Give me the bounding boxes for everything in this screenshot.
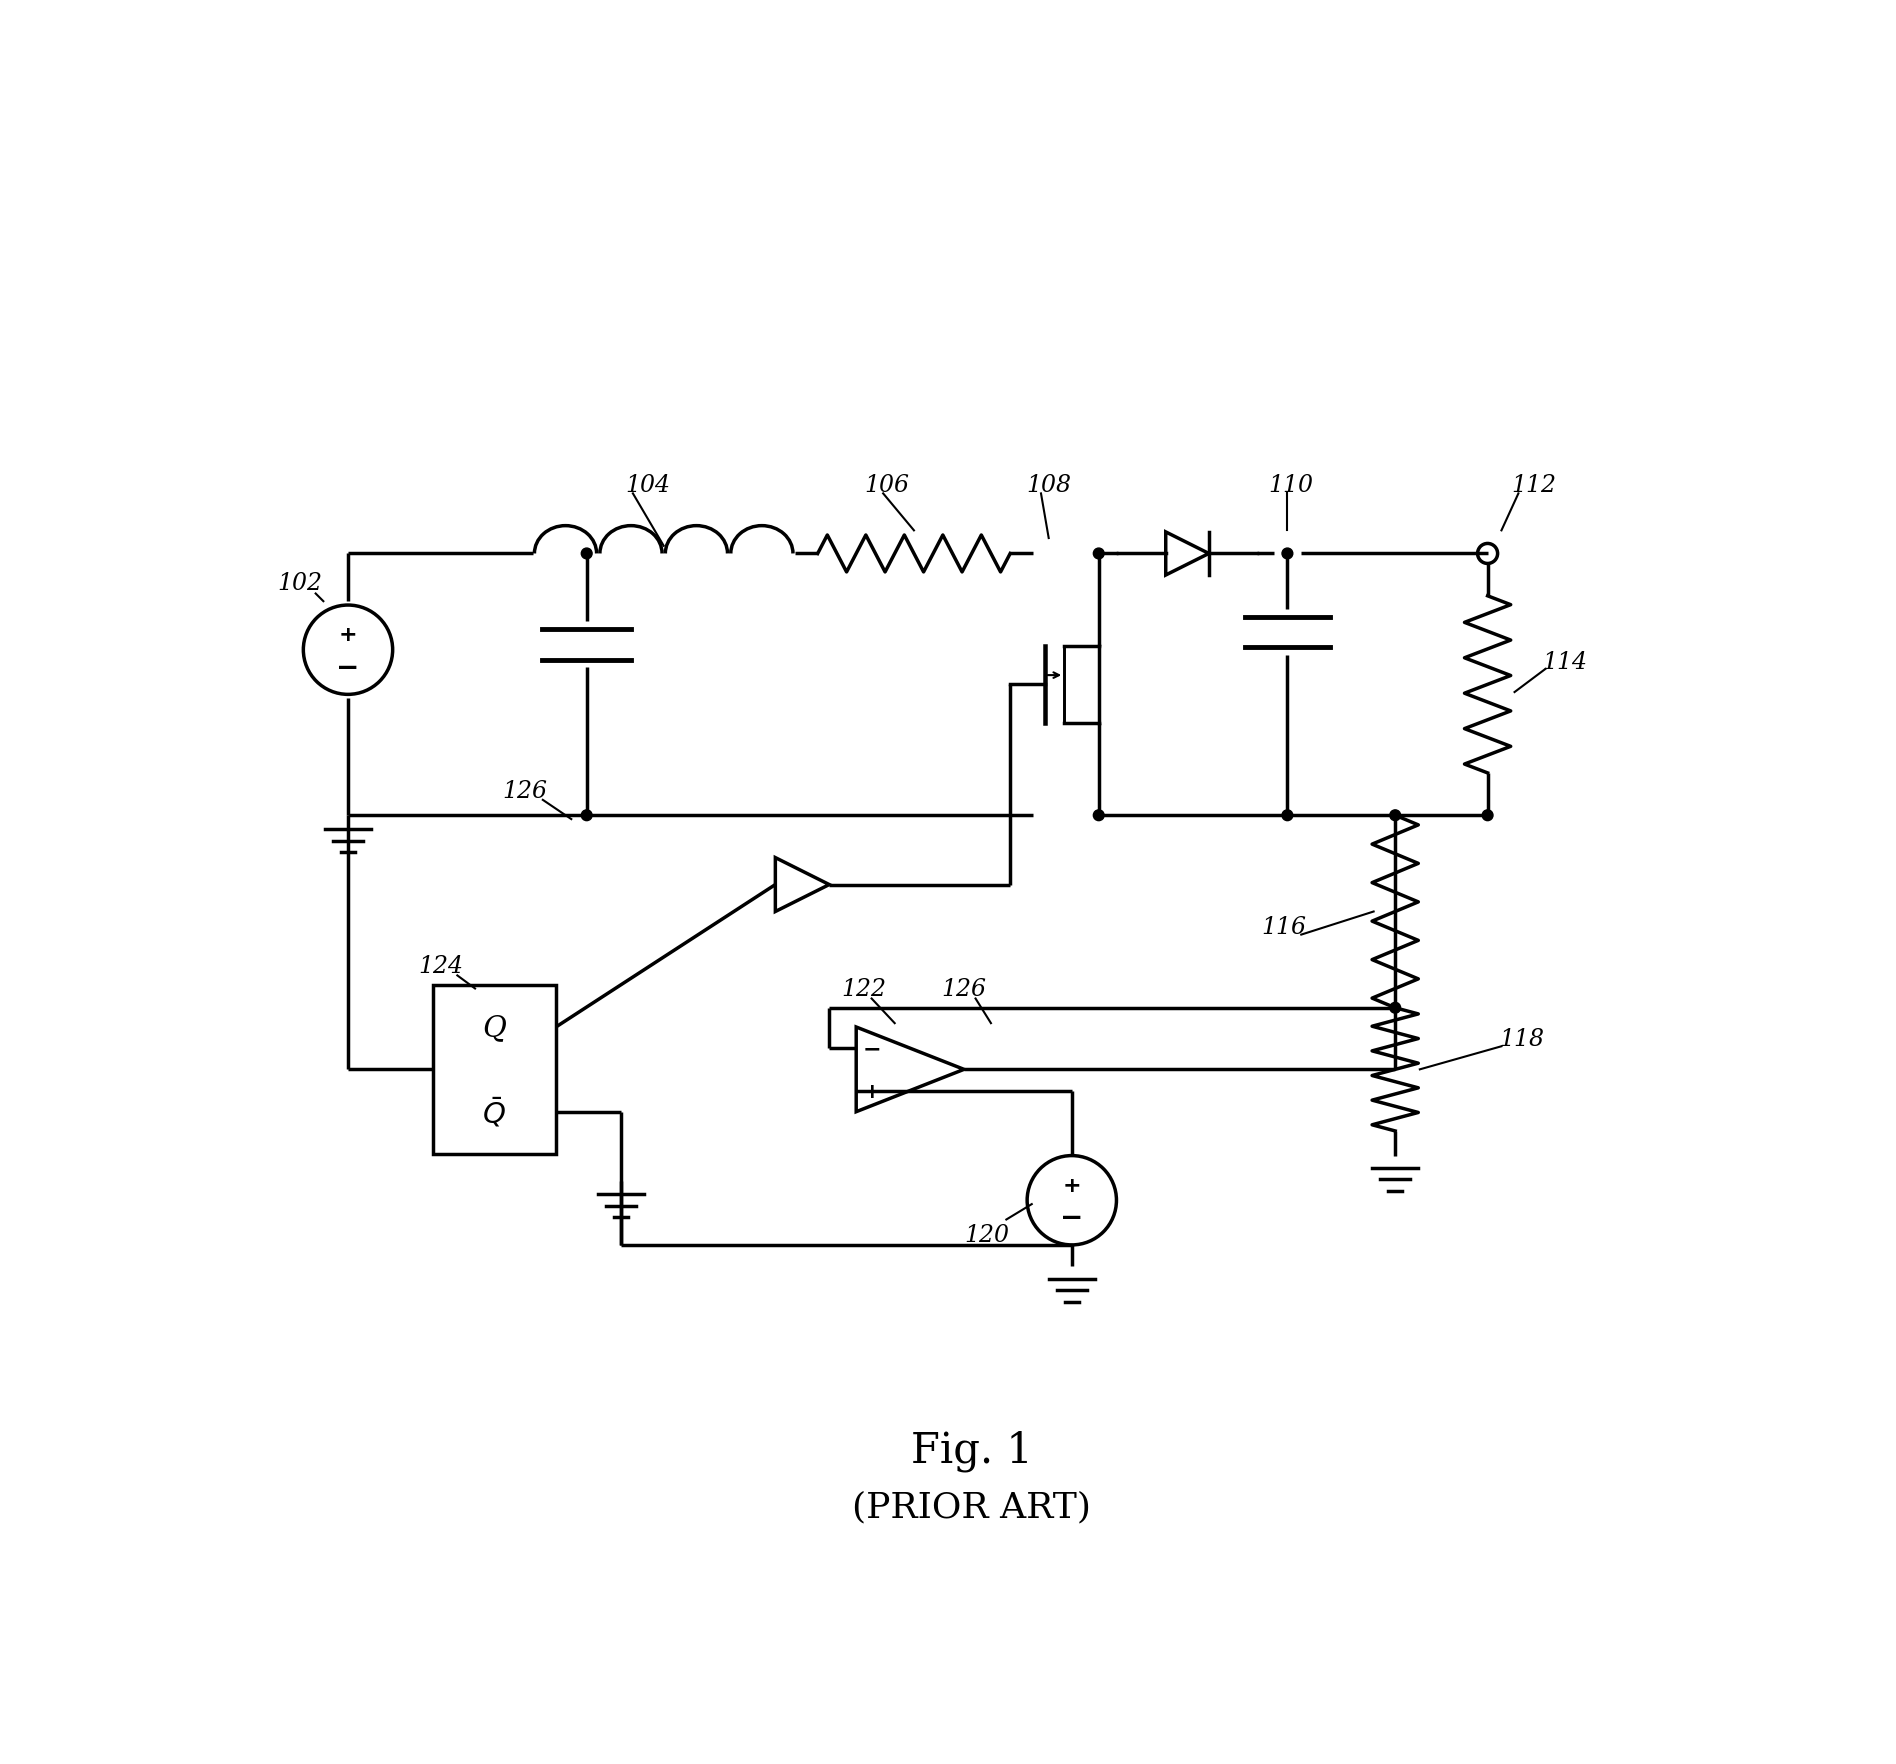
Circle shape xyxy=(582,549,592,559)
Text: +: + xyxy=(339,624,356,646)
Circle shape xyxy=(1094,810,1103,822)
Circle shape xyxy=(1390,810,1401,822)
Text: +: + xyxy=(1062,1175,1081,1196)
Text: 114: 114 xyxy=(1541,651,1587,674)
Text: 118: 118 xyxy=(1500,1027,1545,1050)
Text: 110: 110 xyxy=(1268,473,1314,496)
Text: −: − xyxy=(336,653,360,681)
Text: 126: 126 xyxy=(942,977,986,1000)
Circle shape xyxy=(582,810,592,822)
Text: 122: 122 xyxy=(842,977,887,1000)
Bar xyxy=(432,984,556,1154)
Text: 126: 126 xyxy=(502,780,548,803)
Circle shape xyxy=(1483,810,1492,822)
Text: −: − xyxy=(863,1039,882,1058)
Circle shape xyxy=(1282,549,1293,559)
Text: 120: 120 xyxy=(965,1224,1009,1247)
Text: 102: 102 xyxy=(277,572,322,594)
Text: 106: 106 xyxy=(865,473,910,496)
Text: Fig. 1: Fig. 1 xyxy=(910,1429,1033,1471)
Text: 116: 116 xyxy=(1261,916,1306,938)
Circle shape xyxy=(1094,549,1103,559)
Circle shape xyxy=(1282,810,1293,822)
Circle shape xyxy=(1390,1002,1401,1014)
Text: 104: 104 xyxy=(626,473,671,496)
Text: $\bar{Q}$: $\bar{Q}$ xyxy=(482,1095,506,1129)
Text: (PRIOR ART): (PRIOR ART) xyxy=(851,1491,1092,1524)
Text: +: + xyxy=(863,1081,882,1101)
Text: 112: 112 xyxy=(1511,473,1557,496)
Text: 108: 108 xyxy=(1026,473,1071,496)
Text: 124: 124 xyxy=(417,954,463,977)
Text: Q: Q xyxy=(482,1014,506,1041)
Text: −: − xyxy=(1060,1203,1083,1231)
